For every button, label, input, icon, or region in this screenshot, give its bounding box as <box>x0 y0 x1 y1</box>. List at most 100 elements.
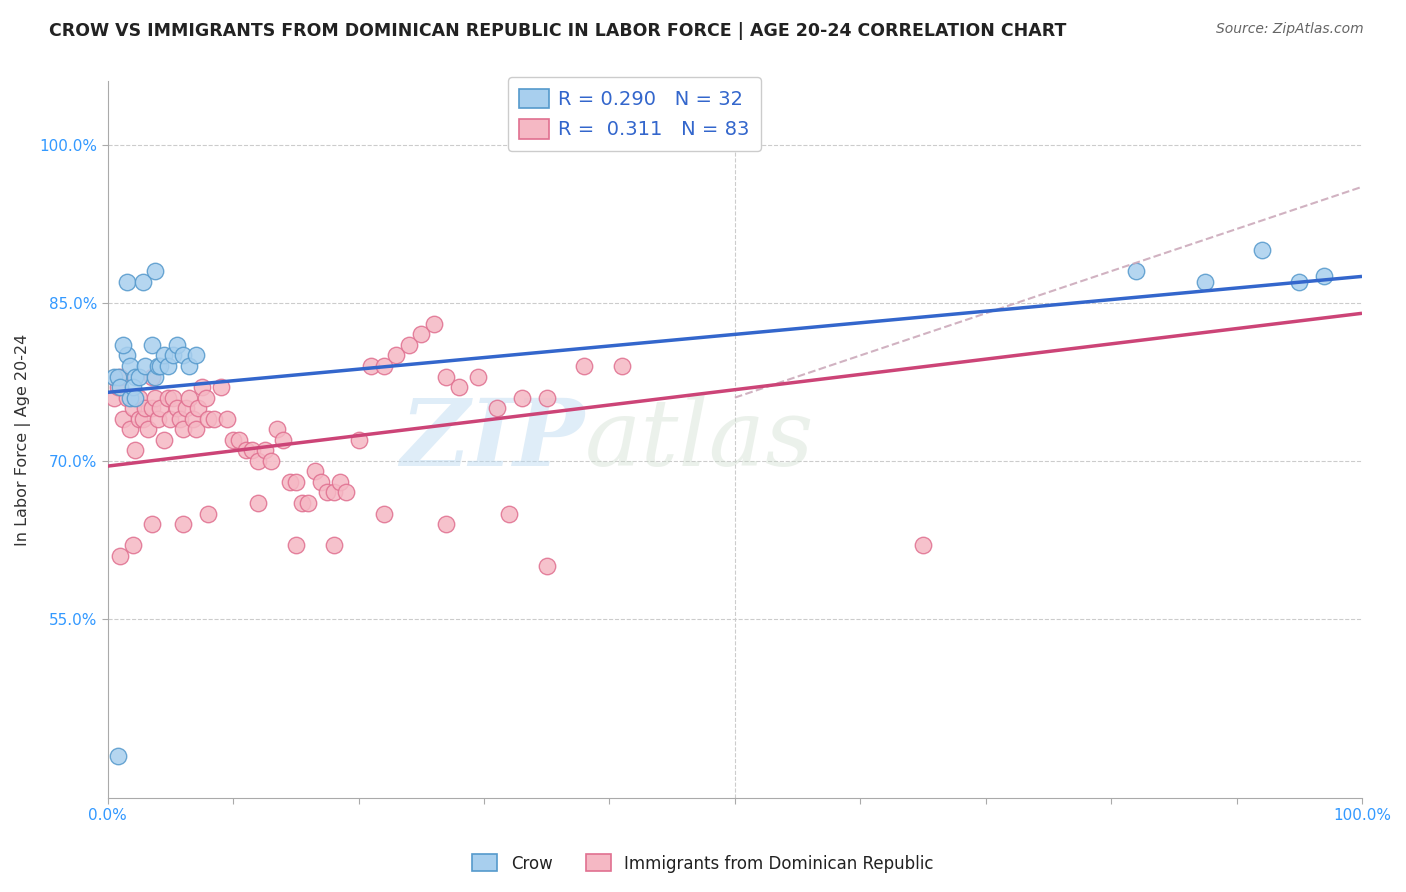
Point <box>128 369 150 384</box>
Point <box>215 411 238 425</box>
Point <box>172 348 194 362</box>
Point <box>191 380 214 394</box>
Point <box>498 507 520 521</box>
Point <box>146 359 169 373</box>
Point <box>121 380 143 394</box>
Point <box>1288 275 1310 289</box>
Point <box>297 496 319 510</box>
Point <box>146 411 169 425</box>
Point <box>322 485 344 500</box>
Text: atlas: atlas <box>585 395 814 484</box>
Point <box>121 401 143 416</box>
Point <box>153 433 176 447</box>
Point <box>202 411 225 425</box>
Point <box>398 338 420 352</box>
Point <box>159 411 181 425</box>
Point <box>434 369 457 384</box>
Point <box>128 391 150 405</box>
Point <box>194 391 217 405</box>
Point <box>103 391 125 405</box>
Point <box>136 422 159 436</box>
Point <box>610 359 633 373</box>
Point <box>166 338 188 352</box>
Point <box>197 507 219 521</box>
Point <box>309 475 332 489</box>
Point <box>347 433 370 447</box>
Point <box>304 464 326 478</box>
Point <box>411 327 433 342</box>
Point <box>209 380 232 394</box>
Point <box>184 348 207 362</box>
Point <box>134 359 156 373</box>
Point <box>110 549 132 563</box>
Point <box>132 411 155 425</box>
Point <box>536 391 558 405</box>
Point <box>467 369 489 384</box>
Point <box>121 538 143 552</box>
Point <box>284 475 307 489</box>
Point <box>162 391 184 405</box>
Point <box>169 411 191 425</box>
Text: CROW VS IMMIGRANTS FROM DOMINICAN REPUBLIC IN LABOR FORCE | AGE 20-24 CORRELATIO: CROW VS IMMIGRANTS FROM DOMINICAN REPUBL… <box>49 22 1067 40</box>
Point <box>434 517 457 532</box>
Point <box>149 401 172 416</box>
Point <box>278 475 301 489</box>
Point <box>141 369 163 384</box>
Point <box>145 391 167 405</box>
Point <box>291 496 314 510</box>
Point <box>329 475 352 489</box>
Point <box>149 359 172 373</box>
Point <box>166 401 188 416</box>
Point <box>228 433 250 447</box>
Point <box>103 369 125 384</box>
Point <box>111 411 134 425</box>
Point <box>141 338 163 352</box>
Point <box>266 422 288 436</box>
Point <box>174 401 197 416</box>
Point <box>120 422 142 436</box>
Point <box>322 538 344 552</box>
Point <box>1313 269 1336 284</box>
Point <box>111 338 134 352</box>
Point <box>536 559 558 574</box>
Point <box>156 391 179 405</box>
Point <box>141 517 163 532</box>
Point <box>156 359 179 373</box>
Point <box>141 401 163 416</box>
Point <box>485 401 508 416</box>
Point <box>145 264 167 278</box>
Point <box>124 443 146 458</box>
Text: ZIP: ZIP <box>401 395 585 484</box>
Point <box>162 348 184 362</box>
Point <box>172 422 194 436</box>
Point <box>240 443 263 458</box>
Point <box>145 369 167 384</box>
Point <box>385 348 408 362</box>
Point <box>335 485 357 500</box>
Point <box>235 443 257 458</box>
Point <box>1194 275 1216 289</box>
Point <box>124 391 146 405</box>
Point <box>360 359 382 373</box>
Point <box>316 485 339 500</box>
Point <box>447 380 470 394</box>
Point <box>1250 243 1272 257</box>
Point <box>373 359 395 373</box>
Point <box>134 401 156 416</box>
Point <box>120 391 142 405</box>
Point <box>107 748 129 763</box>
Point <box>1125 264 1147 278</box>
Point <box>247 454 270 468</box>
Point <box>107 380 129 394</box>
Point <box>247 496 270 510</box>
Point <box>197 411 219 425</box>
Point <box>253 443 276 458</box>
Point <box>110 369 132 384</box>
Point <box>179 359 201 373</box>
Y-axis label: In Labor Force | Age 20-24: In Labor Force | Age 20-24 <box>15 334 31 546</box>
Point <box>115 391 138 405</box>
Point <box>172 517 194 532</box>
Text: Source: ZipAtlas.com: Source: ZipAtlas.com <box>1216 22 1364 37</box>
Point <box>574 359 596 373</box>
Point <box>273 433 295 447</box>
